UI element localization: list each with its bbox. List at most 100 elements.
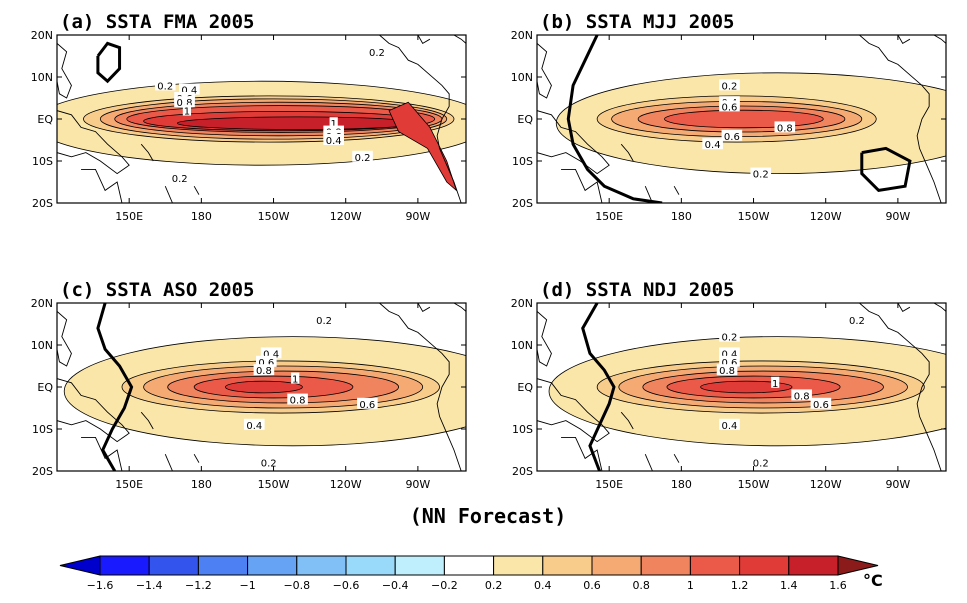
contour-label: 0.2	[753, 459, 769, 470]
contour-band	[700, 380, 793, 394]
contour-label-bg	[169, 171, 190, 183]
colorbar-swatch	[788, 555, 839, 576]
contour-band	[225, 380, 303, 394]
coastline	[673, 453, 680, 463]
contour-label-bg	[179, 83, 200, 95]
lat-tick-label: EQ	[517, 113, 533, 126]
coastline	[164, 454, 173, 471]
colorbar-label: 1	[687, 579, 694, 592]
coastline	[859, 35, 942, 203]
colorbar-swatch	[197, 555, 249, 576]
contour-label: 1	[292, 375, 298, 386]
colorbar-label: 1.4	[780, 579, 798, 592]
contour-label-bg	[719, 100, 740, 112]
zero-line	[96, 303, 134, 471]
contour-label-bg	[750, 167, 772, 179]
lon-tick-label: 150E	[595, 210, 623, 223]
lat-tick-label: 10S	[512, 423, 533, 436]
coastline	[933, 303, 946, 312]
contour-label: 0.6	[722, 358, 738, 369]
lat-tick-label: 10N	[511, 339, 533, 352]
contour-label: 0.2	[261, 459, 277, 470]
coastline	[620, 143, 634, 162]
coastline	[57, 110, 130, 175]
colorbar-swatch	[493, 555, 544, 576]
contour-label-bg	[719, 79, 740, 91]
contour-label: 0.4	[722, 421, 738, 432]
lat-tick-label: EQ	[37, 381, 53, 394]
contour-label-bg	[846, 313, 868, 325]
contour-label-bg	[719, 418, 740, 430]
lat-tick-label: 20N	[31, 29, 53, 42]
colorbar-label: 0.6	[583, 579, 601, 592]
lon-tick-label: 150W	[738, 478, 770, 491]
coastal-anomaly	[388, 101, 458, 192]
colorbar-label: −0.8	[283, 579, 310, 592]
contour-label: 0.8	[719, 366, 735, 377]
coastline	[933, 35, 946, 44]
lat-tick-label: 10N	[31, 339, 53, 352]
contour-label-bg	[313, 313, 335, 325]
contour-band	[176, 116, 419, 130]
colorbar-swatch	[591, 555, 642, 576]
zero-contour	[96, 303, 134, 471]
coastline	[81, 436, 123, 471]
panel-d: 0.20.20.40.60.810.80.60.40.2(d) SSTA NDJ…	[511, 279, 947, 491]
coastline	[57, 311, 72, 367]
lon-tick-label: 150E	[115, 210, 143, 223]
lat-tick-label: EQ	[37, 113, 53, 126]
coastline	[561, 436, 603, 471]
coastlines	[537, 35, 946, 203]
zero-contour	[581, 303, 616, 471]
coastline	[193, 453, 200, 463]
contour-label: 0.6	[722, 102, 738, 113]
contour-label-bg	[791, 389, 812, 401]
lon-tick-label: 180	[191, 210, 212, 223]
colorbar-high-arrow	[837, 555, 879, 576]
colorbar-swatch	[247, 555, 298, 576]
coastline	[620, 411, 634, 430]
coastline	[57, 378, 130, 443]
colorbar-unit: °C	[863, 571, 883, 590]
coastline	[644, 454, 653, 471]
lon-tick-label: 90W	[885, 210, 910, 223]
zero-contour	[96, 41, 122, 84]
colorbar-swatch	[640, 555, 691, 576]
coastline	[897, 35, 911, 45]
colorbar-swatch	[345, 555, 396, 576]
contour-label-bg	[719, 355, 740, 367]
contour-label-bg	[352, 150, 373, 162]
colorbar-label: 0.2	[485, 579, 503, 592]
lat-tick-label: 10N	[511, 71, 533, 84]
contour-label: 0.4	[181, 86, 197, 97]
panel-title: (d) SSTA NDJ 2005	[540, 279, 734, 301]
lon-tick-label: 180	[671, 210, 692, 223]
lon-tick-label: 150E	[595, 478, 623, 491]
contour-label: 0.8	[290, 396, 306, 407]
zero-line	[566, 35, 663, 203]
colorbar-label: −0.2	[431, 579, 458, 592]
contour-label-bg	[771, 376, 780, 388]
coastlines	[57, 35, 466, 203]
colorbar-label: −1.6	[87, 579, 114, 592]
contour-label: 0.4	[263, 349, 279, 360]
lat-tick-label: 20N	[511, 297, 533, 310]
ssta-shading	[63, 336, 466, 447]
colorbar-label: 1.2	[731, 579, 749, 592]
lon-tick-label: 150W	[258, 210, 290, 223]
contour-label-bg	[750, 456, 772, 468]
lon-tick-label: 180	[191, 478, 212, 491]
lat-tick-label: 20S	[512, 197, 533, 210]
contour-label: 0.2	[355, 153, 371, 164]
lat-tick-label: 10N	[31, 71, 53, 84]
contour-label: 0.6	[813, 400, 829, 411]
colorbar-swatch	[443, 555, 495, 576]
contour-label: 0.2	[722, 81, 738, 92]
contour-label: 0.2	[157, 81, 173, 92]
coastline	[140, 143, 154, 162]
lat-tick-label: 20S	[32, 197, 53, 210]
coastline	[537, 110, 610, 175]
contour-label: 0.2	[316, 316, 332, 327]
